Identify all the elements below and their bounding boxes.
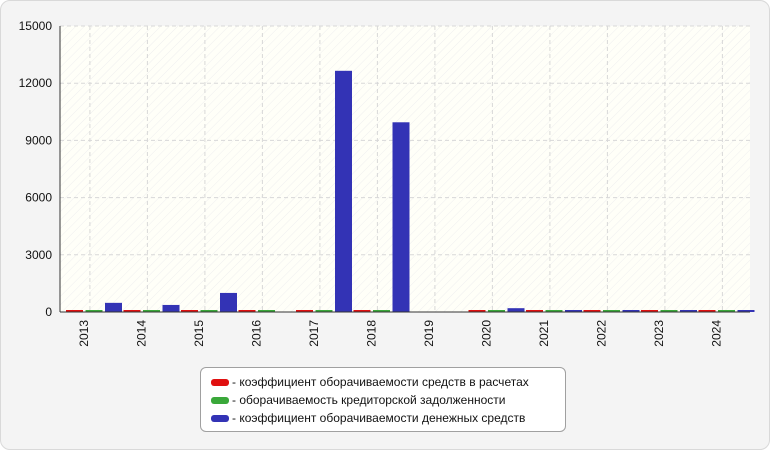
bar-2015-series-3 (220, 292, 237, 312)
x-tick-label: 2016 (249, 320, 263, 347)
x-tick-label: 2013 (77, 320, 91, 347)
x-tick-label: 2021 (537, 320, 551, 347)
legend-swatch-green (211, 396, 229, 404)
bar-2020-series-3 (507, 308, 525, 312)
y-tick-label: 0 (45, 305, 52, 319)
y-tick-label: 6000 (25, 191, 52, 205)
bar-2015-series-1 (181, 310, 198, 312)
bar-2016-series-2 (258, 310, 275, 312)
legend-item-payables: - оборачиваемость кредиторской задолженн… (211, 391, 565, 409)
bar-2013-series-3 (105, 302, 122, 312)
bars (66, 70, 755, 312)
bar-2021-series-1 (526, 310, 543, 312)
legend-item-receivables: - коэффициент оборачиваемости средств в … (211, 373, 565, 391)
bar-2015-series-2 (200, 310, 218, 312)
bar-2023-series-2 (660, 310, 678, 312)
bar-2016-series-1 (238, 310, 256, 312)
x-tick-label: 2014 (134, 320, 148, 347)
y-tick-label: 3000 (25, 248, 52, 262)
legend-label: - коэффициент оборачиваемости средств в … (232, 375, 529, 389)
x-tick-label: 2018 (364, 320, 378, 347)
x-tick-label: 2017 (307, 320, 321, 347)
legend-item-cash: - коэффициент оборачиваемости денежных с… (211, 409, 565, 427)
bar-2014-series-3 (162, 304, 180, 312)
bar-2024-series-2 (718, 310, 735, 312)
legend-swatch-blue (211, 414, 229, 422)
bar-2013-series-2 (85, 310, 103, 312)
x-tick-label: 2015 (192, 320, 206, 347)
bar-2018-series-3 (392, 122, 410, 312)
bar-2024-series-1 (698, 310, 716, 312)
x-tick-labels: 2013 2014 2015 2016 2017 2018 2019 2020 2021 2022… (77, 320, 724, 347)
bar-2022-series-3 (622, 310, 640, 312)
x-tick-label: 2023 (652, 320, 666, 347)
bar-2018-series-1 (353, 310, 371, 312)
bar-2014-series-1 (123, 310, 141, 312)
bar-2018-series-2 (373, 310, 390, 312)
bar-2022-series-2 (603, 310, 620, 312)
bar-2021-series-3 (565, 310, 582, 312)
bar-2020-series-1 (468, 310, 486, 312)
legend-label: - коэффициент оборачиваемости денежных с… (232, 411, 526, 425)
bar-2022-series-1 (583, 310, 601, 312)
legend-swatch-red (211, 378, 229, 386)
bar-2024-series-3 (737, 310, 755, 312)
x-tick-label: 2022 (594, 320, 608, 347)
bar-2021-series-2 (545, 310, 563, 312)
y-tick-label: 15000 (19, 19, 53, 33)
bar-2014-series-2 (143, 310, 160, 312)
bar-2013-series-1 (66, 310, 83, 312)
x-tick-label: 2024 (709, 320, 723, 347)
x-tick-label: 2020 (479, 320, 493, 347)
bar-2017-series-3 (335, 70, 352, 312)
legend: - коэффициент оборачиваемости средств в … (200, 367, 566, 432)
bar-2023-series-1 (641, 310, 658, 312)
bar-2017-series-1 (296, 310, 313, 312)
y-tick-labels: 0 3000 6000 9000 12000 15000 (19, 19, 53, 319)
bar-2017-series-2 (315, 310, 333, 312)
y-tick-label: 9000 (25, 133, 52, 147)
legend-label: - оборачиваемость кредиторской задолженн… (232, 393, 506, 407)
y-tick-label: 12000 (19, 76, 53, 90)
bar-2023-series-3 (680, 310, 697, 312)
x-tick-label: 2019 (422, 320, 436, 347)
bar-2020-series-2 (488, 310, 505, 312)
